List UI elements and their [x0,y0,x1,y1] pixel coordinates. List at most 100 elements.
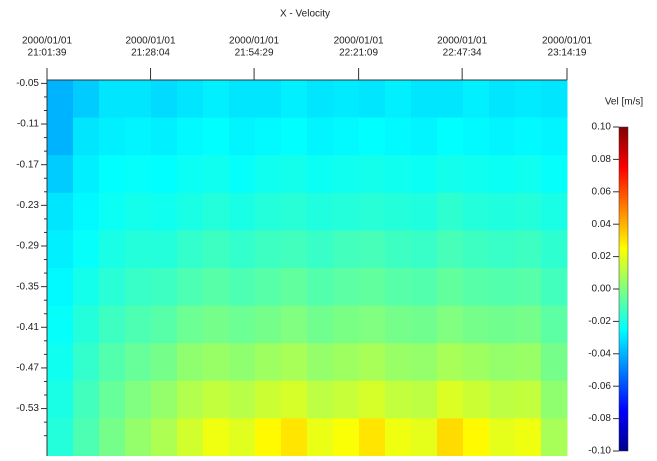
heat-cell [489,80,516,119]
heat-cell [281,343,308,382]
heat-cell [177,117,204,156]
heat-cell [73,305,100,344]
heat-cell [385,230,412,269]
heat-cell [125,155,152,194]
heat-cell [515,343,542,382]
heat-cell [47,268,74,307]
heat-cell [99,192,126,231]
heat-cell [151,80,178,119]
heat-cell [47,192,74,231]
heat-cell [385,80,412,119]
heat-cell [125,380,152,419]
heat-cell [73,117,100,156]
heat-cell [203,155,230,194]
heat-cell [359,80,386,119]
heat-cell [229,380,256,419]
heat-cell [47,418,74,457]
heat-cell [47,80,74,119]
heat-cell [307,80,334,119]
heat-cell [411,117,438,156]
heat-cell [463,268,490,307]
heat-cell [463,380,490,419]
heat-cell [489,343,516,382]
heat-cell [255,268,282,307]
heat-cell [229,305,256,344]
heat-cell [515,230,542,269]
heat-cell [437,80,464,119]
heat-cell [281,268,308,307]
heat-cell [177,305,204,344]
heat-cell [541,155,568,194]
heat-cell [437,155,464,194]
heat-cell [229,230,256,269]
x-tick-time: 21:28:04 [131,48,170,59]
heat-cell [411,80,438,119]
heat-cell [151,268,178,307]
heat-cell [385,380,412,419]
heat-cell [437,192,464,231]
heat-cell [541,380,568,419]
heat-cell [515,192,542,231]
colorbar-tick-label: 0.08 [592,154,612,165]
heat-cell [73,80,100,119]
heat-cell [151,305,178,344]
heat-cell [255,117,282,156]
heat-cell [489,268,516,307]
heat-cell [333,418,360,457]
heat-cell [151,230,178,269]
heat-cell [99,117,126,156]
heat-cell [281,380,308,419]
colorbar-tick-label: 0.02 [592,251,612,262]
heat-cell [151,380,178,419]
heat-cell [255,230,282,269]
heat-cell [541,418,568,457]
y-tick-label: -0.53 [16,403,39,414]
heat-cell [307,117,334,156]
heat-cell [203,80,230,119]
colorbar-tick-label: -0.06 [588,381,611,392]
heat-cell [229,192,256,231]
heat-cell [47,380,74,419]
heat-cell [359,117,386,156]
y-tick-label: -0.23 [16,200,39,211]
heat-cell [359,230,386,269]
x-tick-time: 22:47:34 [443,48,482,59]
heat-cell [151,155,178,194]
heat-cell [281,418,308,457]
colorbar [618,126,629,452]
heat-cell [99,418,126,457]
chart-title: X - Velocity [280,9,330,20]
heat-cell [125,343,152,382]
heat-cell [307,305,334,344]
heat-cell [307,155,334,194]
colorbar-tick-label: 0.04 [592,219,612,230]
heat-cell [255,305,282,344]
heat-cell [411,418,438,457]
heat-cell [177,380,204,419]
heat-cell [281,192,308,231]
heat-cell [307,230,334,269]
heat-cell [385,192,412,231]
heat-cell [463,230,490,269]
heat-cell [229,418,256,457]
x-tick-time: 21:54:29 [235,48,274,59]
heat-cell [99,305,126,344]
y-tick-label: -0.05 [16,78,39,89]
heat-cell [281,305,308,344]
heat-cell [177,268,204,307]
heat-cell [489,380,516,419]
colorbar-tick-label: 0.00 [592,284,612,295]
heat-cell [541,117,568,156]
heat-cell [125,80,152,119]
heat-cell [333,192,360,231]
heat-cell [307,380,334,419]
heat-cell [99,268,126,307]
heat-cell [333,343,360,382]
heat-cell [47,230,74,269]
y-tick-label: -0.41 [16,322,39,333]
heat-cell [177,155,204,194]
heat-cell [203,268,230,307]
heat-cell [437,343,464,382]
heat-cell [151,418,178,457]
